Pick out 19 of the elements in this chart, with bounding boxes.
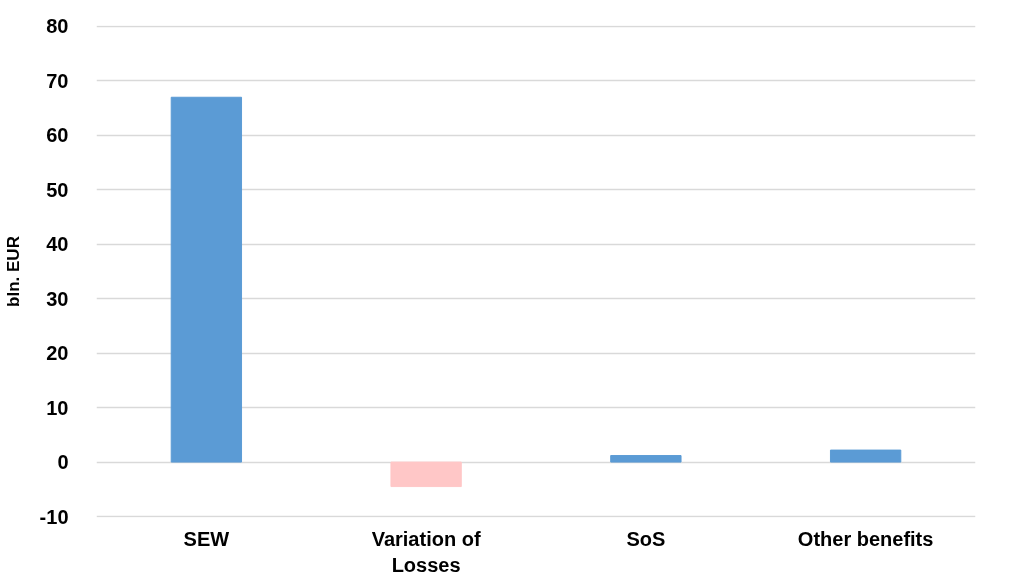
- bar: [829, 449, 902, 463]
- bar: [610, 455, 682, 463]
- x-tick-label: Other benefits: [797, 527, 934, 550]
- x-tick-label: SEW: [183, 527, 230, 550]
- y-tick-label: 20: [46, 342, 69, 365]
- bar: [390, 461, 462, 488]
- x-tick-label: SoS: [626, 527, 666, 550]
- y-tick-label: 70: [46, 69, 69, 92]
- bar: [170, 96, 243, 463]
- y-tick-label: 10: [46, 396, 69, 419]
- y-tick-label: 60: [46, 124, 69, 147]
- y-axis-title: bln. EUR: [3, 236, 23, 307]
- y-tick-label: 40: [46, 233, 69, 256]
- y-tick-label: 80: [46, 15, 69, 38]
- x-tick-label: Variation of Losses: [371, 527, 481, 576]
- y-tick-label: -10: [39, 505, 69, 528]
- y-tick-label: 50: [46, 178, 69, 201]
- y-tick-label: 0: [57, 451, 69, 474]
- y-tick-label: 30: [46, 287, 69, 310]
